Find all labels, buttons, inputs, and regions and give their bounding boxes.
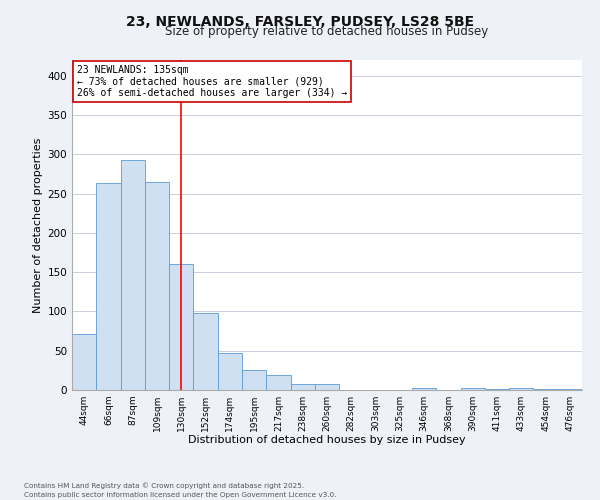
Bar	[145, 182, 169, 390]
Bar	[485, 389, 509, 390]
Title: Size of property relative to detached houses in Pudsey: Size of property relative to detached ho…	[166, 25, 488, 38]
Bar	[412, 388, 436, 390]
Bar	[509, 388, 533, 390]
Y-axis label: Number of detached properties: Number of detached properties	[33, 138, 43, 312]
Bar	[315, 384, 339, 390]
Bar	[121, 160, 145, 390]
Bar	[218, 353, 242, 390]
Text: 23 NEWLANDS: 135sqm
← 73% of detached houses are smaller (929)
26% of semi-detac: 23 NEWLANDS: 135sqm ← 73% of detached ho…	[77, 65, 347, 98]
Bar	[96, 182, 121, 390]
Bar	[169, 264, 193, 390]
Bar	[242, 370, 266, 390]
Bar	[72, 334, 96, 390]
Bar	[461, 388, 485, 390]
Bar	[558, 389, 582, 390]
Bar	[290, 384, 315, 390]
Text: 23, NEWLANDS, FARSLEY, PUDSEY, LS28 5BE: 23, NEWLANDS, FARSLEY, PUDSEY, LS28 5BE	[126, 15, 474, 29]
Bar	[193, 313, 218, 390]
Text: Contains HM Land Registry data © Crown copyright and database right 2025.: Contains HM Land Registry data © Crown c…	[24, 482, 304, 489]
Text: Contains public sector information licensed under the Open Government Licence v3: Contains public sector information licen…	[24, 492, 337, 498]
X-axis label: Distribution of detached houses by size in Pudsey: Distribution of detached houses by size …	[188, 436, 466, 446]
Bar	[533, 389, 558, 390]
Bar	[266, 375, 290, 390]
